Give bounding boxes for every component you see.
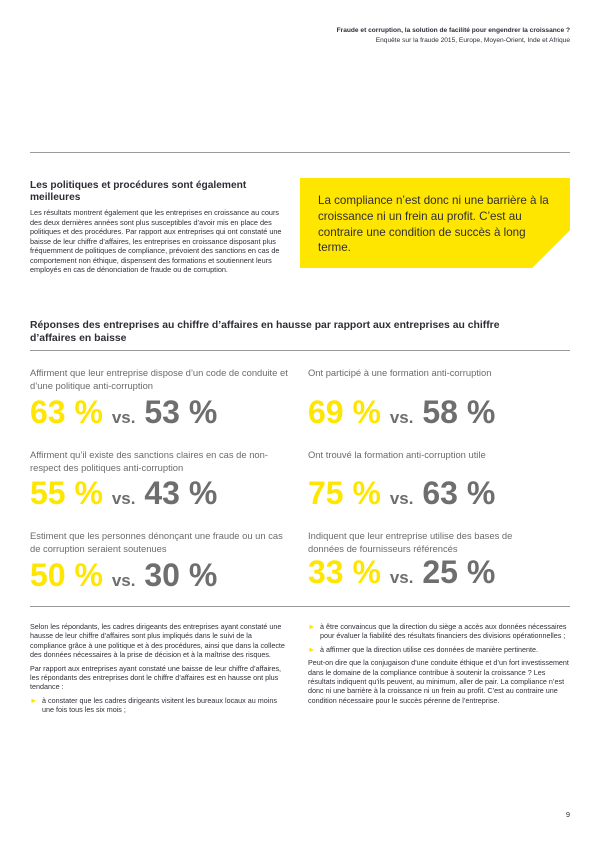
section-body: Les résultats montrent également que les…	[30, 208, 282, 274]
stat-comparison: 50 % vs. 30 %	[30, 558, 217, 598]
vs-label: vs.	[111, 489, 136, 508]
stat-comparison: 33 % vs. 25 %	[308, 555, 495, 595]
bullet-item: ► à affirmer que la direction utilise ce…	[308, 645, 570, 654]
stat-comparison: 55 % vs. 43 %	[30, 476, 217, 516]
bullet-text: à affirmer que la direction utilise ces …	[320, 644, 539, 654]
stat-label: Ont participé à une formation anti-corru…	[308, 367, 492, 378]
stat-value-rising: 33 %	[308, 554, 381, 590]
vs-label: vs.	[389, 568, 414, 587]
stat-label: Ont trouvé la formation anti-corruption …	[308, 449, 486, 460]
bottom-right-column: ► à être convaincus que la direction du …	[308, 622, 570, 709]
arrow-icon: ►	[30, 695, 38, 705]
callout-box	[300, 178, 570, 268]
arrow-icon: ►	[308, 622, 316, 631]
divider-responses	[30, 350, 570, 351]
stat-value-falling: 30 %	[144, 557, 218, 593]
bullet-item: ► à constater que les cadres dirigeants …	[30, 696, 288, 715]
arrow-icon: ►	[308, 644, 316, 654]
stat-value-falling: 63 %	[422, 475, 496, 511]
stat-comparison: 69 % vs. 58 %	[308, 395, 495, 435]
callout-text: La compliance n’est donc ni une barrière…	[318, 194, 549, 255]
bullet-item: ► à être convaincus que la direction du …	[308, 622, 570, 641]
stat-value-rising: 55 %	[30, 475, 103, 511]
vs-label: vs.	[111, 571, 136, 590]
stat-value-rising: 69 %	[308, 394, 381, 430]
paragraph: Par rapport aux entreprises ayant consta…	[30, 663, 282, 692]
stat-label: Affirment qu’il existe des sanctions cla…	[30, 449, 268, 473]
page-number: 9	[565, 810, 570, 819]
stat-comparison: 75 % vs. 63 %	[308, 476, 495, 516]
vs-label: vs.	[111, 408, 136, 427]
page-header: Fraude et corruption, la solution de fac…	[337, 26, 570, 45]
header-subtitle: Enquête sur la fraude 2015, Europe, Moye…	[375, 36, 570, 44]
stat-value-falling: 53 %	[144, 394, 218, 430]
stat-value-falling: 25 %	[422, 554, 496, 590]
stat-value-falling: 43 %	[144, 475, 218, 511]
divider-bottom	[30, 606, 570, 607]
vs-label: vs.	[389, 489, 414, 508]
bullet-text: à être convaincus que la direction du si…	[320, 622, 567, 641]
stat-label: Affirment que leur entreprise dispose d’…	[30, 367, 288, 391]
stat-label: Indiquent que leur entreprise utilise de…	[308, 530, 513, 554]
stat-label: Estiment que les personnes dénonçant une…	[30, 530, 283, 554]
paragraph: Selon les répondants, les cadres dirigea…	[30, 622, 285, 660]
vs-label: vs.	[389, 408, 414, 427]
stat-comparison: 63 % vs. 53 %	[30, 395, 217, 435]
stat-value-rising: 63 %	[30, 394, 103, 430]
stat-value-falling: 58 %	[422, 394, 496, 430]
paragraph: Peut-on dire que la conjugaison d’une co…	[308, 658, 569, 705]
stat-value-rising: 75 %	[308, 475, 381, 511]
stat-value-rising: 50 %	[30, 557, 103, 593]
bullet-text: à constater que les cadres dirigeants vi…	[42, 695, 277, 715]
divider-top	[30, 152, 570, 153]
bottom-left-column: Selon les répondants, les cadres dirigea…	[30, 622, 288, 719]
responses-title: Réponses des entreprises au chiffre d’af…	[30, 320, 500, 344]
header-title: Fraude et corruption, la solution de fac…	[336, 27, 570, 34]
section-title: Les politiques et procédures sont égalem…	[30, 180, 247, 203]
